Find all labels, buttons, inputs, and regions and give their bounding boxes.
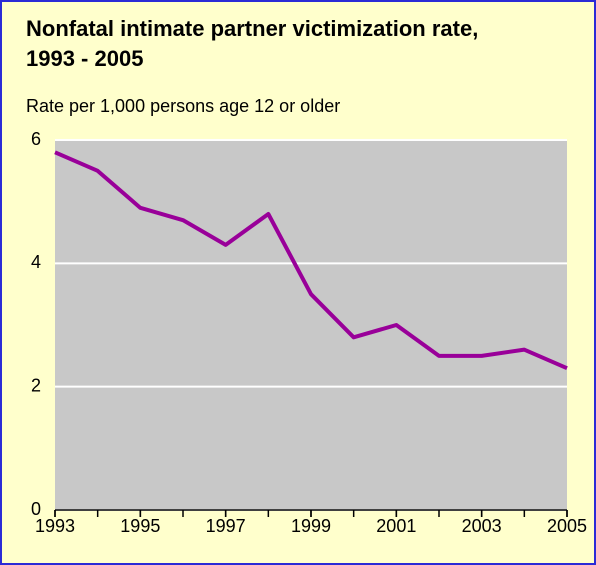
y-tick-label: 0: [31, 499, 41, 519]
x-tick-label: 1999: [291, 516, 331, 536]
x-tick-label: 2003: [462, 516, 502, 536]
x-tick-label: 1995: [120, 516, 160, 536]
data-line: [54, 150, 568, 371]
y-tick-label: 2: [31, 375, 41, 395]
chart-subtitle: Rate per 1,000 persons age 12 or older: [26, 96, 341, 116]
chart-title: Nonfatal intimate partner victimization …: [26, 16, 479, 71]
plot-area: [55, 140, 567, 510]
x-tick-label: 2001: [376, 516, 416, 536]
x-tick-label: 2005: [547, 516, 587, 536]
y-tick-label: 4: [31, 252, 41, 272]
x-tick-label: 1993: [35, 516, 75, 536]
y-tick-label: 6: [31, 129, 41, 149]
x-tick-label: 1997: [206, 516, 246, 536]
